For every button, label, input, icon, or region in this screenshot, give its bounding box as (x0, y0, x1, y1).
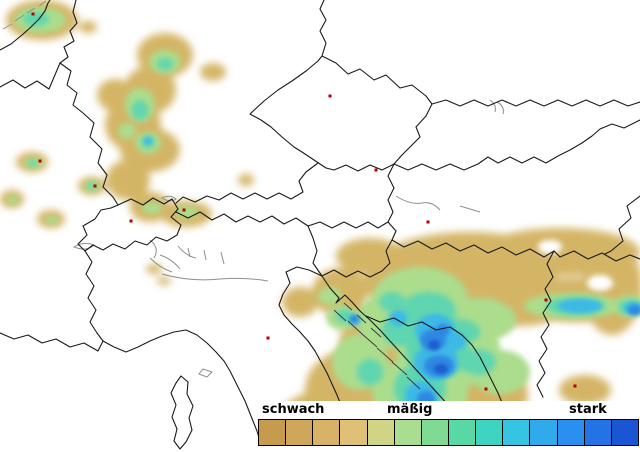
border-slovenia (307, 225, 393, 278)
island-strokes (333, 302, 421, 390)
precip-strong-blobs (428, 340, 448, 374)
tatra-relief (489, 99, 504, 115)
legend-cell (584, 420, 612, 445)
elba-island (198, 368, 213, 378)
legend-cell (394, 420, 422, 445)
legend-label-strong: stark (569, 402, 607, 417)
border-hu-ro (604, 195, 640, 255)
border-de-at (175, 162, 319, 204)
lake-constance (160, 195, 177, 202)
corsica-island (170, 375, 194, 450)
water-features-layer (2, 0, 504, 378)
city-dot (544, 298, 548, 302)
border-fr-de (59, 62, 119, 206)
border-czech (249, 55, 433, 172)
legend-cell (421, 420, 449, 445)
legend-cell (259, 420, 287, 445)
city-dot (374, 168, 378, 172)
border-serbia (536, 250, 555, 398)
border-cro-bih (365, 315, 504, 406)
border-at-hu (387, 163, 395, 223)
legend-cell (313, 420, 341, 445)
border-hu-south (387, 221, 640, 262)
border-sk-hu (393, 119, 640, 171)
legend-cell (611, 420, 638, 445)
precipitation-legend: schwach mäßig stark (258, 401, 640, 452)
border-be-fr (0, 62, 61, 90)
legend-label-weak: schwach (262, 402, 325, 417)
border-pl-sk (431, 99, 640, 107)
border-nl-de (59, 0, 78, 64)
north-sea-coast (0, 0, 51, 51)
legend-label-moderate: mäßig (387, 402, 433, 417)
danube-river (395, 195, 441, 211)
ligurian-coast (0, 329, 263, 452)
precip-gaps (525, 240, 613, 370)
lake-balaton (459, 205, 481, 213)
city-dot (484, 387, 488, 391)
legend-cell (448, 420, 477, 445)
legend-cell (530, 420, 558, 445)
legend-labels: schwach mäßig stark (258, 401, 640, 418)
legend-cell (340, 420, 368, 445)
legend-cell (367, 420, 395, 445)
legend-cell (476, 420, 504, 445)
alpine-lakes (149, 239, 225, 270)
city-dot (182, 208, 186, 212)
city-dot (328, 94, 332, 98)
legend-cell (557, 420, 585, 445)
border-fr-it (84, 250, 104, 342)
border-de-pl (319, 0, 327, 57)
city-dot (31, 12, 35, 16)
legend-cell (503, 420, 531, 445)
legend-cell (286, 420, 314, 445)
po-river (149, 257, 269, 282)
city-dot (38, 159, 42, 163)
city-dot (129, 219, 133, 223)
city-dot (93, 184, 97, 188)
legend-bar (258, 419, 639, 446)
dalmatian-islands-layer (333, 302, 421, 390)
city-dot (426, 220, 430, 224)
adriatic-east-coast (321, 275, 471, 429)
wadden-islands (2, 0, 47, 30)
city-dots-layer (31, 12, 577, 391)
border-at-it-slo (175, 211, 389, 229)
city-dot (573, 384, 577, 388)
border-switzerland (77, 197, 182, 252)
city-dot (266, 336, 270, 340)
